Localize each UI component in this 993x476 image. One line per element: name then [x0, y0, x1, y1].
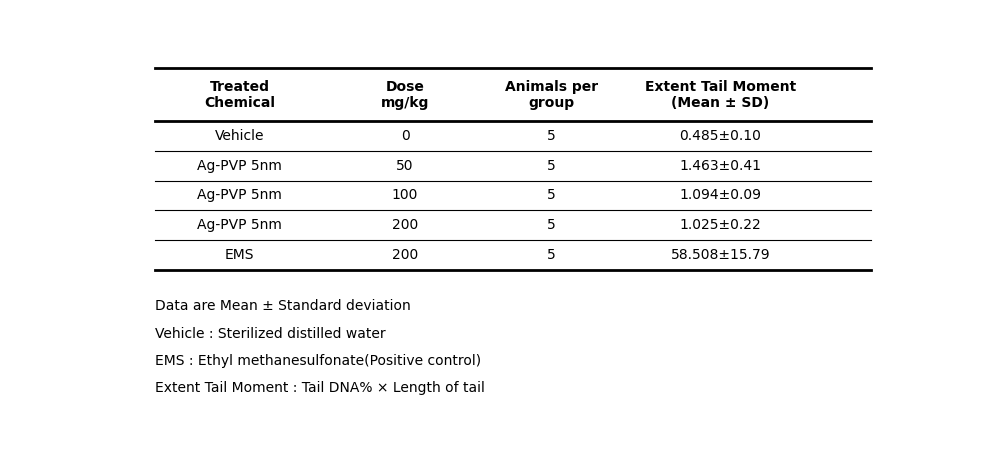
Text: Vehicle: Vehicle — [214, 129, 264, 143]
Text: 100: 100 — [392, 188, 418, 202]
Text: 5: 5 — [547, 248, 556, 262]
Text: EMS : Ethyl methanesulfonate(Positive control): EMS : Ethyl methanesulfonate(Positive co… — [155, 354, 481, 368]
Text: 5: 5 — [547, 188, 556, 202]
Text: 58.508±15.79: 58.508±15.79 — [670, 248, 771, 262]
Text: 5: 5 — [547, 129, 556, 143]
Text: 0.485±0.10: 0.485±0.10 — [679, 129, 762, 143]
Text: 50: 50 — [396, 159, 414, 173]
Text: EMS: EMS — [224, 248, 254, 262]
Text: 1.094±0.09: 1.094±0.09 — [679, 188, 762, 202]
Text: 1.025±0.22: 1.025±0.22 — [679, 218, 762, 232]
Text: Vehicle : Sterilized distilled water: Vehicle : Sterilized distilled water — [155, 327, 385, 340]
Text: Treated
Chemical: Treated Chemical — [204, 79, 275, 110]
Text: Animals per
group: Animals per group — [504, 79, 598, 110]
Text: 1.463±0.41: 1.463±0.41 — [679, 159, 762, 173]
Text: 5: 5 — [547, 159, 556, 173]
Text: Data are Mean ± Standard deviation: Data are Mean ± Standard deviation — [155, 299, 411, 313]
Text: 200: 200 — [392, 218, 418, 232]
Text: Ag-PVP 5nm: Ag-PVP 5nm — [198, 218, 282, 232]
Text: 200: 200 — [392, 248, 418, 262]
Text: Ag-PVP 5nm: Ag-PVP 5nm — [198, 159, 282, 173]
Text: 5: 5 — [547, 218, 556, 232]
Text: Ag-PVP 5nm: Ag-PVP 5nm — [198, 188, 282, 202]
Text: Extent Tail Moment : Tail DNA% × Length of tail: Extent Tail Moment : Tail DNA% × Length … — [155, 381, 485, 396]
Text: Extent Tail Moment
(Mean ± SD): Extent Tail Moment (Mean ± SD) — [644, 79, 796, 110]
Text: 0: 0 — [400, 129, 409, 143]
Text: Dose
mg/kg: Dose mg/kg — [381, 79, 429, 110]
